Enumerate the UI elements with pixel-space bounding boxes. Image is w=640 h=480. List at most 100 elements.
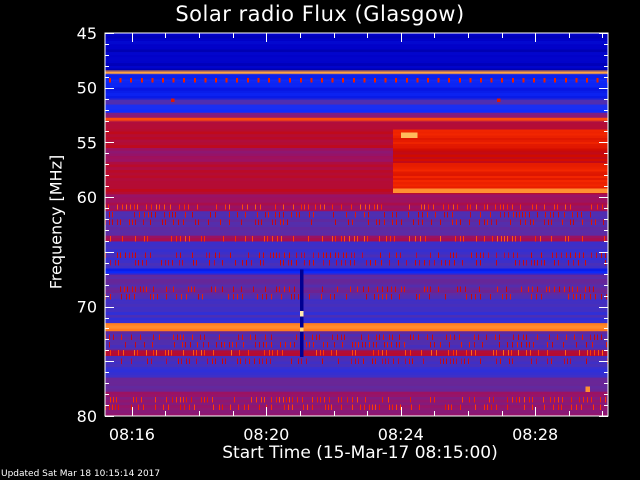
striation-mark: [352, 219, 353, 226]
striation-mark: [279, 211, 280, 218]
striation-mark: [256, 396, 257, 403]
striation-mark: [248, 349, 249, 356]
striation-mark: [142, 260, 143, 266]
striation-mark: [162, 219, 163, 226]
noise-row: [105, 128, 608, 132]
dot-mark: [225, 77, 228, 83]
striation-mark: [547, 349, 548, 356]
striation-mark: [431, 219, 432, 226]
striation-mark: [447, 211, 448, 218]
striation-mark: [575, 252, 576, 258]
striation-mark: [508, 252, 509, 258]
striation-mark: [484, 235, 485, 242]
striation-mark: [341, 334, 342, 340]
striation-mark: [541, 252, 542, 258]
striation-mark: [440, 235, 441, 242]
striation-mark: [282, 349, 283, 356]
striation-mark: [317, 396, 318, 403]
striation-mark: [279, 396, 280, 403]
striation-mark: [531, 252, 532, 258]
striation-mark: [601, 252, 602, 258]
striation-mark: [343, 252, 344, 258]
striation-mark: [449, 342, 450, 348]
striation-mark: [444, 211, 445, 218]
striation-mark: [323, 342, 324, 348]
striation-mark: [547, 342, 548, 348]
striation-mark: [352, 396, 353, 403]
noise-row: [105, 366, 608, 370]
noise-row: [105, 364, 608, 368]
striation-mark: [517, 342, 518, 348]
striation-mark: [520, 235, 521, 242]
striation-mark: [328, 404, 329, 410]
dot-mark: [437, 77, 440, 83]
noise-row: [105, 292, 608, 296]
striation-mark: [313, 342, 314, 348]
noise-row: [105, 361, 608, 365]
noise-row: [105, 208, 608, 212]
striation-mark: [330, 293, 331, 300]
striation-mark: [441, 260, 442, 266]
striation-mark: [554, 204, 555, 210]
striation-mark: [526, 342, 527, 348]
striation-mark: [204, 396, 205, 403]
dot-mark: [533, 77, 535, 83]
striation-mark: [136, 396, 137, 403]
striation-mark: [292, 396, 293, 403]
noise-row: [105, 314, 608, 318]
striation-mark: [271, 293, 272, 300]
striation-mark: [435, 211, 436, 218]
striation-mark: [166, 293, 167, 300]
striation-mark: [396, 404, 397, 410]
noise-row: [105, 235, 608, 239]
striation-mark: [573, 293, 574, 300]
striation-mark: [132, 286, 133, 292]
striation-mark: [496, 358, 497, 365]
striation-mark: [109, 404, 110, 410]
striation-mark: [109, 211, 110, 218]
striation-mark: [263, 260, 264, 266]
striation-mark: [146, 349, 147, 356]
striation-mark: [379, 334, 380, 340]
dot-mark: [458, 77, 461, 83]
dot-mark: [310, 77, 313, 83]
noise-row: [105, 232, 608, 236]
striation-mark: [131, 334, 132, 340]
striation-mark: [146, 204, 147, 210]
event-row: [392, 137, 608, 141]
striation-mark: [150, 293, 151, 300]
striation-mark: [112, 219, 113, 226]
striation-mark: [126, 293, 127, 300]
noise-row: [105, 131, 608, 135]
striation-mark: [204, 334, 205, 340]
noise-row: [105, 126, 608, 130]
striation-mark: [399, 334, 400, 340]
striation-mark: [507, 396, 508, 403]
striation-mark: [153, 293, 154, 300]
striation-mark: [237, 358, 238, 365]
striation-mark: [143, 219, 144, 226]
striation-mark: [323, 349, 324, 356]
striation-mark: [603, 219, 604, 226]
striation-mark: [474, 342, 475, 348]
striation-mark: [190, 342, 191, 348]
striation-mark: [420, 235, 421, 242]
striation-mark: [230, 404, 231, 410]
noise-row: [105, 265, 608, 269]
striation-mark: [312, 404, 313, 410]
striation-mark: [284, 404, 285, 410]
striation-mark: [476, 260, 477, 266]
striation-mark: [338, 358, 339, 365]
striation-mark: [216, 342, 217, 348]
noise-row: [105, 33, 608, 37]
striation-mark: [438, 286, 439, 292]
striation-mark: [322, 358, 323, 365]
event-row: [392, 131, 608, 134]
striation-mark: [237, 293, 238, 300]
striation-mark: [191, 286, 192, 292]
striation-mark: [341, 235, 342, 242]
striation-mark: [320, 396, 321, 403]
dot-mark: [511, 77, 514, 83]
striation-mark: [412, 358, 413, 365]
striation-mark: [309, 260, 310, 266]
